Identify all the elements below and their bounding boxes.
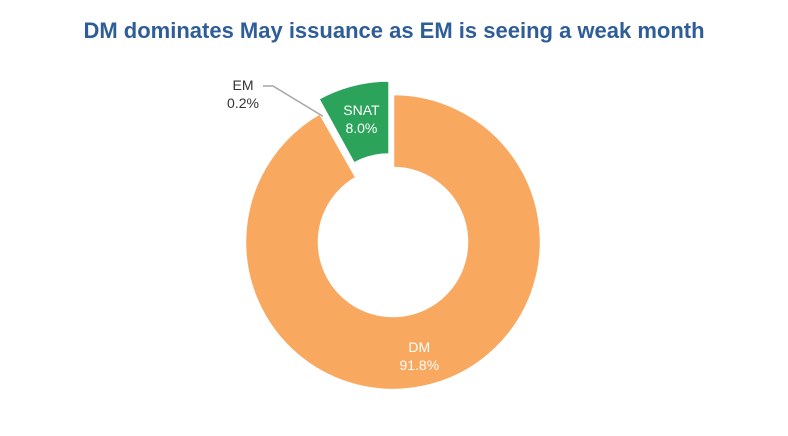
chart-title: DM dominates May issuance as EM is seein…	[83, 18, 705, 43]
data-label-snat-name: SNAT	[343, 102, 380, 118]
data-label-em-name: EM	[233, 77, 254, 93]
slice-dm[interactable]	[243, 92, 543, 392]
data-label-dm-value: 91.8%	[399, 357, 439, 373]
leader-line-em	[263, 85, 324, 117]
data-label-snat-value: 8.0%	[345, 120, 377, 136]
slice-snat[interactable]	[316, 79, 391, 166]
data-label-dm-name: DM	[408, 339, 430, 355]
slice-em[interactable]	[318, 110, 360, 180]
data-label-em-value: 0.2%	[227, 95, 259, 111]
